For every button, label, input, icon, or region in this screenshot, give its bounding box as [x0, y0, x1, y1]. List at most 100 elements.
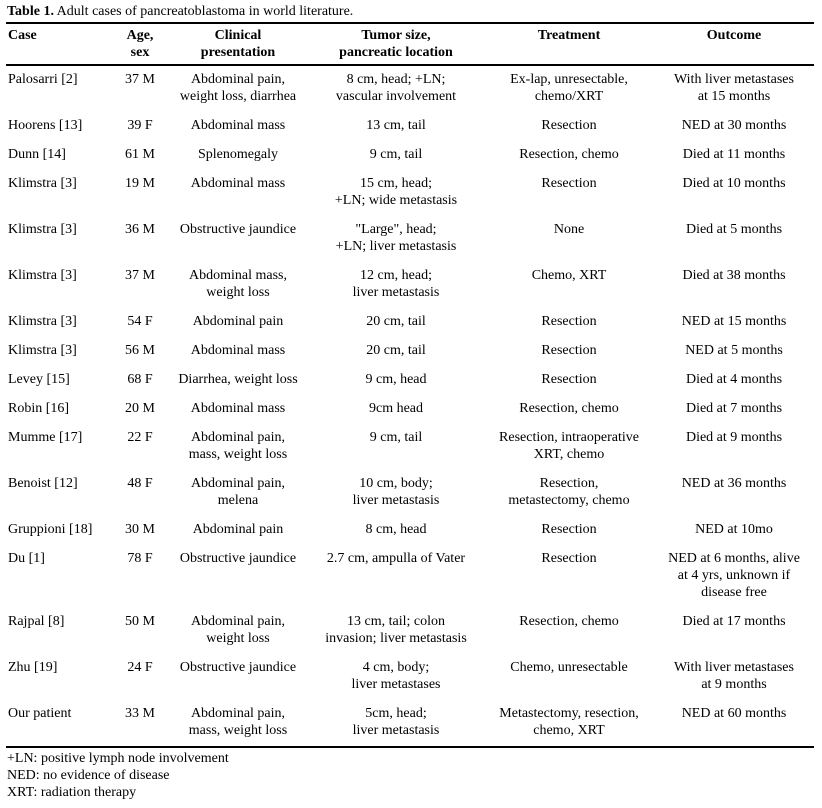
cell-age-sex: 78 F	[127, 551, 153, 566]
cell-age-sex: 50 M	[125, 614, 155, 629]
cell-outcome: Died at 17 months	[682, 614, 786, 629]
cell-clinical-presentation: Abdominal pain, mass, weight loss	[188, 430, 288, 462]
cell-age-sex: 19 M	[125, 176, 155, 191]
cell-clinical-presentation: Splenomegaly	[197, 147, 279, 162]
cell-case: Klimstra [3]	[8, 176, 77, 191]
cell-age-sex: 39 F	[127, 118, 153, 133]
cell-case: Rajpal [8]	[8, 614, 65, 629]
cell-treatment: Metastectomy, resection, chemo, XRT	[499, 706, 639, 738]
cell-treatment: Resection	[541, 118, 597, 133]
cell-age-sex: 30 M	[125, 522, 155, 537]
col-header-case: Case	[6, 23, 112, 66]
cell-treatment: Resection, chemo	[519, 147, 619, 162]
table-row: Klimstra [3] 36 M Obstructive jaundice "…	[6, 216, 814, 262]
cell-treatment: Chemo, unresectable	[510, 660, 628, 675]
cell-outcome: NED at 10mo	[695, 522, 773, 537]
cell-age-sex: 36 M	[125, 222, 155, 237]
table-row: Du [1] 78 F Obstructive jaundice 2.7 cm,…	[6, 545, 814, 608]
cell-tumor-size-location: 9 cm, tail	[369, 430, 423, 445]
cell-treatment: Chemo, XRT	[531, 268, 607, 283]
cell-treatment: Resection, metastectomy, chemo	[508, 476, 630, 508]
cell-age-sex: 48 F	[127, 476, 153, 491]
cell-treatment: Resection	[541, 314, 597, 329]
cell-treatment: Resection	[541, 522, 597, 537]
cell-tumor-size-location: "Large", head; +LN; liver metastasis	[335, 222, 457, 254]
cell-tumor-size-location: 20 cm, tail	[366, 314, 426, 329]
table-row: Rajpal [8] 50 M Abdominal pain, weight l…	[6, 608, 814, 654]
cell-tumor-size-location: 13 cm, tail; colon invasion; liver metas…	[325, 614, 467, 646]
cell-case: Gruppioni [18]	[8, 522, 93, 537]
cell-tumor-size-location: 8 cm, head	[365, 522, 427, 537]
cell-treatment: None	[553, 222, 585, 237]
cell-outcome: Died at 38 months	[682, 268, 786, 283]
table-row: Robin [16] 20 M Abdominal mass 9cm head …	[6, 395, 814, 424]
cell-outcome: Died at 4 months	[685, 372, 783, 387]
footnote-ned: NED: no evidence of disease	[7, 768, 170, 783]
cell-case: Our patient	[8, 706, 72, 721]
cell-outcome: NED at 36 months	[681, 476, 787, 491]
cell-age-sex: 61 M	[125, 147, 155, 162]
cell-outcome: Died at 11 months	[682, 147, 786, 162]
cell-outcome: NED at 60 months	[681, 706, 787, 721]
cell-clinical-presentation: Obstructive jaundice	[179, 222, 297, 237]
cell-case: Benoist [12]	[8, 476, 78, 491]
cell-treatment: Resection	[541, 176, 597, 191]
cell-clinical-presentation: Abdominal pain, melena	[190, 476, 286, 508]
table-row: Hoorens [13] 39 F Abdominal mass 13 cm, …	[6, 112, 814, 141]
col-header-outcome: Outcome	[654, 23, 814, 66]
cell-age-sex: 54 F	[127, 314, 153, 329]
cell-case: Klimstra [3]	[8, 314, 77, 329]
cell-clinical-presentation: Abdominal pain	[192, 522, 284, 537]
cell-outcome: With liver metastases at 15 months	[674, 72, 794, 104]
table-row: Our patient 33 M Abdominal pain, mass, w…	[6, 700, 814, 747]
cell-treatment: Resection	[541, 372, 597, 387]
cell-outcome: NED at 6 months, alive at 4 yrs, unknown…	[668, 551, 800, 600]
col-header-age-sex: Age, sex	[112, 23, 168, 66]
cell-treatment: Resection, chemo	[519, 614, 619, 629]
cell-case: Palosarri [2]	[8, 72, 78, 87]
cell-tumor-size-location: 9cm head	[368, 401, 424, 416]
table-row: Klimstra [3] 19 M Abdominal mass 15 cm, …	[6, 170, 814, 216]
cell-case: Klimstra [3]	[8, 222, 77, 237]
cell-case: Du [1]	[8, 551, 45, 566]
cell-outcome: NED at 15 months	[681, 314, 787, 329]
cell-case: Klimstra [3]	[8, 268, 77, 283]
cell-case: Mumme [17]	[8, 430, 83, 445]
cell-tumor-size-location: 13 cm, tail	[366, 118, 426, 133]
table-row: Dunn [14] 61 M Splenomegaly 9 cm, tail R…	[6, 141, 814, 170]
cell-clinical-presentation: Obstructive jaundice	[179, 551, 297, 566]
cell-tumor-size-location: 20 cm, tail	[366, 343, 426, 358]
cell-treatment: Resection, chemo	[519, 401, 619, 416]
cell-clinical-presentation: Abdominal mass, weight loss	[189, 268, 287, 300]
cell-age-sex: 22 F	[127, 430, 153, 445]
table-row: Zhu [19] 24 F Obstructive jaundice 4 cm,…	[6, 654, 814, 700]
table-header-row: Case Age, sex Clinical presentation Tumo…	[6, 23, 814, 66]
cell-outcome: Died at 9 months	[685, 430, 783, 445]
cell-clinical-presentation: Abdominal mass	[190, 343, 286, 358]
cell-treatment: Resection	[541, 551, 597, 566]
footnote-ln: +LN: positive lymph node involvement	[7, 751, 229, 766]
cell-clinical-presentation: Diarrhea, weight loss	[178, 372, 298, 387]
cell-outcome: NED at 30 months	[681, 118, 787, 133]
table-row: Klimstra [3] 56 M Abdominal mass 20 cm, …	[6, 337, 814, 366]
cell-outcome: NED at 5 months	[685, 343, 783, 358]
table-caption: Table 1. Adult cases of pancreatoblastom…	[7, 3, 822, 20]
cell-clinical-presentation: Abdominal mass	[190, 118, 286, 133]
cell-case: Klimstra [3]	[8, 343, 77, 358]
table-row: Klimstra [3] 37 M Abdominal mass, weight…	[6, 262, 814, 308]
cell-outcome: Died at 5 months	[685, 222, 783, 237]
cell-age-sex: 37 M	[125, 72, 155, 87]
cell-age-sex: 24 F	[127, 660, 153, 675]
cell-clinical-presentation: Abdominal mass	[190, 176, 286, 191]
cell-outcome: Died at 10 months	[682, 176, 786, 191]
pancreatoblastoma-cases-table: Case Age, sex Clinical presentation Tumo…	[6, 22, 814, 748]
col-header-treatment: Treatment	[484, 23, 654, 66]
cell-treatment: Resection	[541, 343, 597, 358]
table-row: Levey [15] 68 F Diarrhea, weight loss 9 …	[6, 366, 814, 395]
cell-tumor-size-location: 2.7 cm, ampulla of Vater	[326, 551, 466, 566]
table-row: Gruppioni [18] 30 M Abdominal pain 8 cm,…	[6, 516, 814, 545]
table-header: Case Age, sex Clinical presentation Tumo…	[6, 23, 814, 66]
table-row: Klimstra [3] 54 F Abdominal pain 20 cm, …	[6, 308, 814, 337]
cell-treatment: Ex-lap, unresectable, chemo/XRT	[510, 72, 628, 104]
